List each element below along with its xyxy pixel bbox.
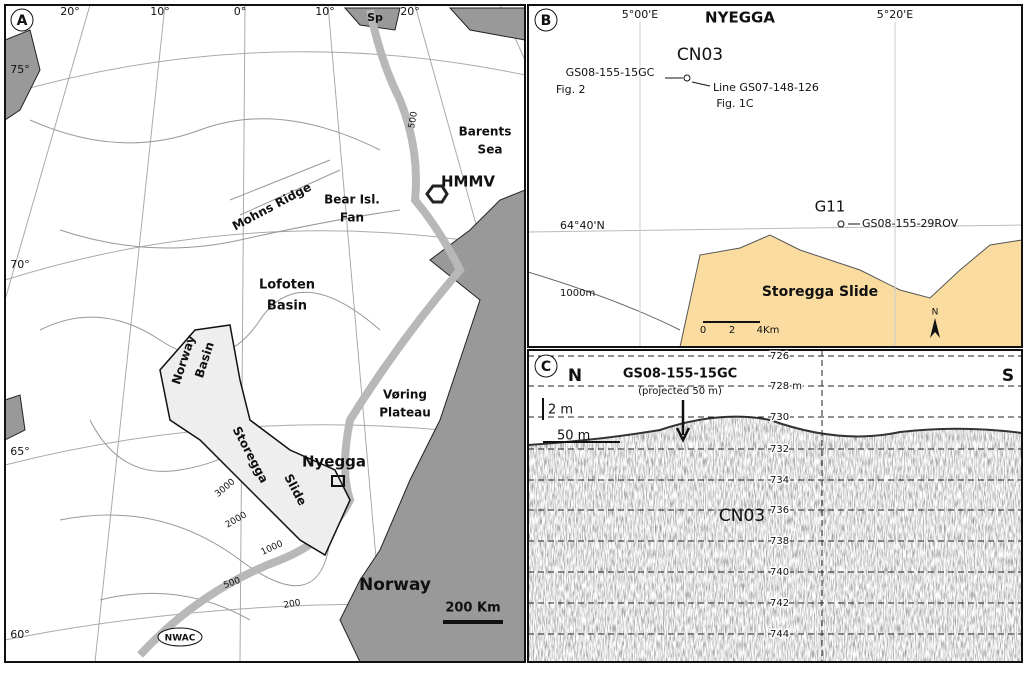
map-label: GS08-155-29ROV <box>862 217 959 230</box>
profile-c <box>528 350 1022 662</box>
lat-label: 70° <box>10 258 30 271</box>
depth-label: 736 <box>770 505 789 516</box>
north-arrow <box>930 318 940 338</box>
depth-label: 734 <box>770 475 789 486</box>
scale-bars <box>542 398 620 443</box>
letter-circle <box>534 354 558 378</box>
contour-label: 500 <box>407 110 420 129</box>
map-label: 1000m <box>560 288 595 299</box>
map-label: Fig. 1C <box>716 97 754 110</box>
cn03-symbol <box>683 74 691 82</box>
depth-lines <box>528 350 1022 662</box>
depth-label: 730 <box>770 412 789 423</box>
core-arrow <box>675 400 691 443</box>
panel-letter: A <box>17 13 28 29</box>
lon-label: 10° <box>315 5 335 18</box>
map-label: GS08-155-15GC <box>566 66 655 79</box>
lon-label: 20° <box>400 5 420 18</box>
core-note: (projected 50 m) <box>638 386 722 397</box>
letter-circle <box>534 8 558 32</box>
current-label-box <box>157 627 203 647</box>
scale-label: 200 Km <box>445 601 500 616</box>
depth-label: 726 <box>770 351 789 362</box>
storegga-slide <box>159 324 351 557</box>
scale-label: 4Km <box>757 325 780 336</box>
lat-label: 65° <box>10 445 30 458</box>
scale-label: 0 <box>700 325 706 336</box>
lon-label: 5°20'E <box>877 8 914 21</box>
land-norway <box>339 189 525 662</box>
current-label: NWAC <box>165 634 196 644</box>
place-label: Basin <box>267 299 307 314</box>
scale-bar <box>443 620 503 624</box>
depth-label: 738 <box>770 536 789 547</box>
scale-label: 2 <box>729 325 735 336</box>
place-label: Sp <box>367 11 383 24</box>
place-label: Vøring <box>383 388 427 402</box>
pointers <box>665 77 860 225</box>
contour-label: 200 <box>283 598 302 611</box>
place-label: Nyegga <box>302 453 366 471</box>
scale-label: 50 m <box>557 429 590 444</box>
feature-label: CN03 <box>719 506 765 526</box>
depth-label: 742 <box>770 598 789 609</box>
lon-label: 5°00'E <box>622 8 659 21</box>
map-label: Fig. 2 <box>556 83 586 96</box>
scale-label: 2 m <box>548 403 573 418</box>
place-label: Sea <box>478 143 503 157</box>
lat-label: 60° <box>10 628 30 641</box>
map-a <box>5 5 525 662</box>
profile-end: S <box>1002 366 1014 386</box>
land-svalbard <box>343 7 525 41</box>
lon-label: 10° <box>150 5 170 18</box>
north-label: N <box>932 308 939 318</box>
place-label: Bear Isl. <box>324 193 380 207</box>
map-label: CN03 <box>677 45 723 65</box>
panel-letter: C <box>541 359 551 375</box>
current-path <box>137 9 465 658</box>
place-label: Fan <box>340 211 364 225</box>
panel-c-frame <box>527 349 1023 663</box>
letter-circle <box>10 8 34 32</box>
seafloor <box>528 415 1022 446</box>
lon-label: 20° <box>60 5 80 18</box>
nyegga-box <box>331 475 345 487</box>
map-label: Storegga Slide <box>762 284 878 300</box>
place-label: Lofoten <box>259 278 315 293</box>
parallel <box>528 224 1022 233</box>
profile-end: N <box>568 366 582 386</box>
panel-title: NYEGGA <box>705 9 775 27</box>
storegga-area <box>679 234 1022 347</box>
map-b <box>528 5 1022 347</box>
depth-label: 744 <box>770 629 789 640</box>
place-label: Norway <box>359 575 431 595</box>
hmmv-symbol <box>425 184 449 204</box>
land-iceland <box>5 394 26 441</box>
panel-a-frame <box>4 4 526 663</box>
panel-letters <box>10 8 558 378</box>
lat-label: 75° <box>10 63 30 76</box>
lon-label: 0° <box>234 5 247 18</box>
place-label: Plateau <box>379 406 431 420</box>
land-greenland <box>5 29 41 121</box>
lat-label: 64°40'N <box>560 219 605 232</box>
panel-b-frame <box>527 4 1023 348</box>
core-label: GS08-155-15GC <box>623 367 737 382</box>
g11-symbol <box>837 220 845 228</box>
place-label: Barents <box>459 125 512 139</box>
panel-letter: B <box>541 13 552 29</box>
map-label: Line GS07-148-126 <box>713 81 819 94</box>
place-label: HMMV <box>441 173 495 191</box>
depth-label: 732 <box>770 444 789 455</box>
depth-label: 740 <box>770 567 789 578</box>
contour-1000 <box>528 271 681 331</box>
depth-label: 728 m <box>770 381 802 392</box>
seismic-reflections <box>528 416 1022 662</box>
map-label: G11 <box>815 198 846 216</box>
